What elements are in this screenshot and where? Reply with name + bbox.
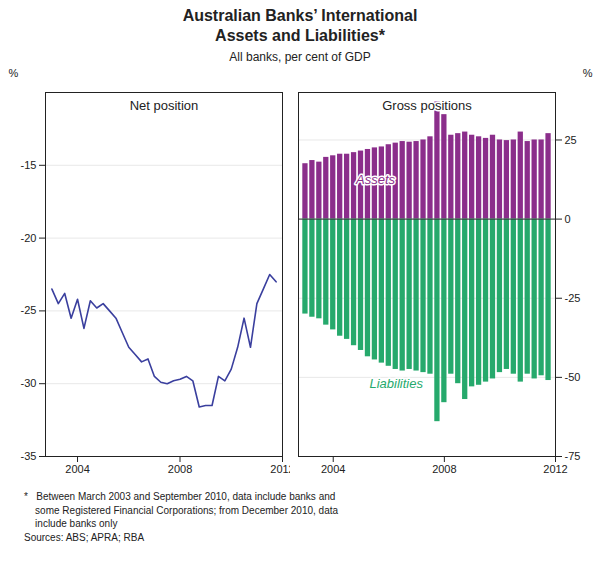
html-text:* Between March 2003 and Septe: * Between March 2003 and September 2010,… <box>24 491 338 543</box>
svg-text:-50: -50 <box>565 371 581 383</box>
svg-text:%: % <box>583 67 593 79</box>
svg-text:25: 25 <box>565 133 577 145</box>
svg-text:-20: -20 <box>21 232 37 244</box>
svg-text:Gross positions: Gross positions <box>382 98 472 113</box>
html-text:Australian Banks’ Internationa: Australian Banks’ International Assets a… <box>182 7 418 44</box>
svg-text:Assets: Assets <box>355 172 396 187</box>
svg-text:2008: 2008 <box>432 463 456 475</box>
svg-text:2004: 2004 <box>321 463 345 475</box>
svg-text:0: 0 <box>565 213 571 225</box>
svg-text:2008: 2008 <box>168 463 192 475</box>
svg-text:-15: -15 <box>21 159 37 171</box>
svg-text:Liabilities: Liabilities <box>369 376 423 391</box>
svg-text:-75: -75 <box>565 450 581 462</box>
svg-text:2012: 2012 <box>543 463 567 475</box>
svg-text:Net position: Net position <box>130 98 199 113</box>
svg-text:2012: 2012 <box>270 463 290 475</box>
svg-text:-25: -25 <box>565 292 581 304</box>
svg-text:-25: -25 <box>21 304 37 316</box>
svg-text:%: % <box>9 67 19 79</box>
svg-text:-35: -35 <box>21 450 37 462</box>
svg-text:2004: 2004 <box>65 463 89 475</box>
svg-text:-30: -30 <box>21 377 37 389</box>
html-text:All banks, per cent of GDP: All banks, per cent of GDP <box>229 50 371 64</box>
